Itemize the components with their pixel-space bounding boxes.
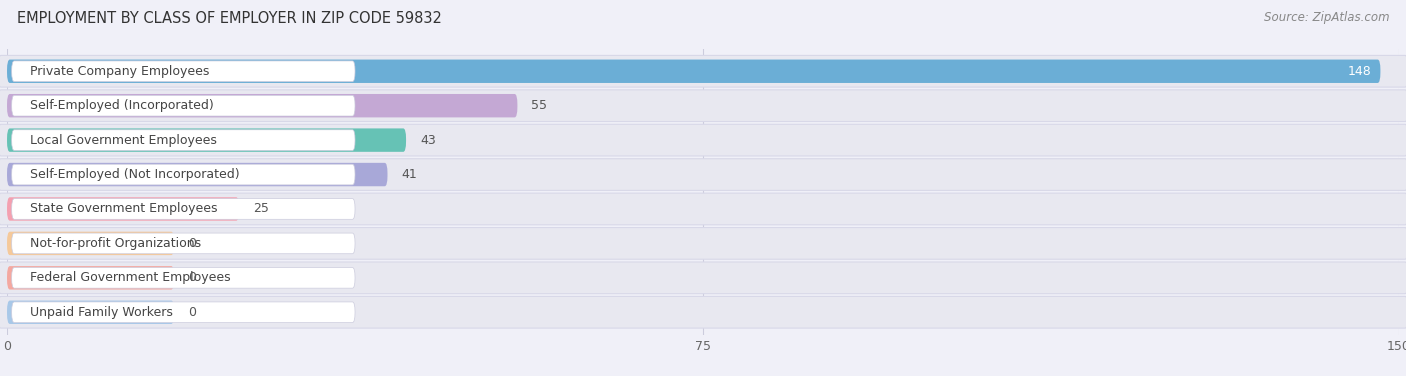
Text: Source: ZipAtlas.com: Source: ZipAtlas.com [1264, 11, 1389, 24]
FancyBboxPatch shape [11, 267, 354, 288]
FancyBboxPatch shape [7, 232, 174, 255]
Text: Unpaid Family Workers: Unpaid Family Workers [31, 306, 173, 319]
Text: 25: 25 [253, 202, 269, 215]
FancyBboxPatch shape [0, 90, 1406, 121]
Text: 41: 41 [402, 168, 418, 181]
FancyBboxPatch shape [11, 130, 354, 150]
FancyBboxPatch shape [11, 302, 354, 323]
FancyBboxPatch shape [11, 164, 354, 185]
FancyBboxPatch shape [11, 96, 354, 116]
FancyBboxPatch shape [7, 163, 388, 186]
Text: 0: 0 [188, 271, 195, 284]
Text: State Government Employees: State Government Employees [31, 202, 218, 215]
FancyBboxPatch shape [0, 124, 1406, 156]
Text: Local Government Employees: Local Government Employees [31, 133, 217, 147]
FancyBboxPatch shape [11, 61, 354, 82]
FancyBboxPatch shape [7, 300, 174, 324]
FancyBboxPatch shape [0, 55, 1406, 87]
FancyBboxPatch shape [7, 59, 1381, 83]
FancyBboxPatch shape [0, 227, 1406, 259]
FancyBboxPatch shape [11, 199, 354, 219]
FancyBboxPatch shape [7, 197, 239, 221]
Text: 55: 55 [531, 99, 547, 112]
Text: Self-Employed (Incorporated): Self-Employed (Incorporated) [31, 99, 214, 112]
Text: 0: 0 [188, 237, 195, 250]
Text: Federal Government Employees: Federal Government Employees [31, 271, 231, 284]
Text: 43: 43 [420, 133, 436, 147]
FancyBboxPatch shape [0, 262, 1406, 294]
FancyBboxPatch shape [11, 233, 354, 254]
Text: Self-Employed (Not Incorporated): Self-Employed (Not Incorporated) [31, 168, 240, 181]
Text: Not-for-profit Organizations: Not-for-profit Organizations [31, 237, 201, 250]
Text: EMPLOYMENT BY CLASS OF EMPLOYER IN ZIP CODE 59832: EMPLOYMENT BY CLASS OF EMPLOYER IN ZIP C… [17, 11, 441, 26]
FancyBboxPatch shape [0, 296, 1406, 328]
Text: Private Company Employees: Private Company Employees [31, 65, 209, 78]
FancyBboxPatch shape [0, 193, 1406, 225]
FancyBboxPatch shape [7, 94, 517, 117]
Text: 148: 148 [1347, 65, 1371, 78]
FancyBboxPatch shape [0, 159, 1406, 190]
FancyBboxPatch shape [7, 266, 174, 290]
Text: 0: 0 [188, 306, 195, 319]
FancyBboxPatch shape [7, 129, 406, 152]
